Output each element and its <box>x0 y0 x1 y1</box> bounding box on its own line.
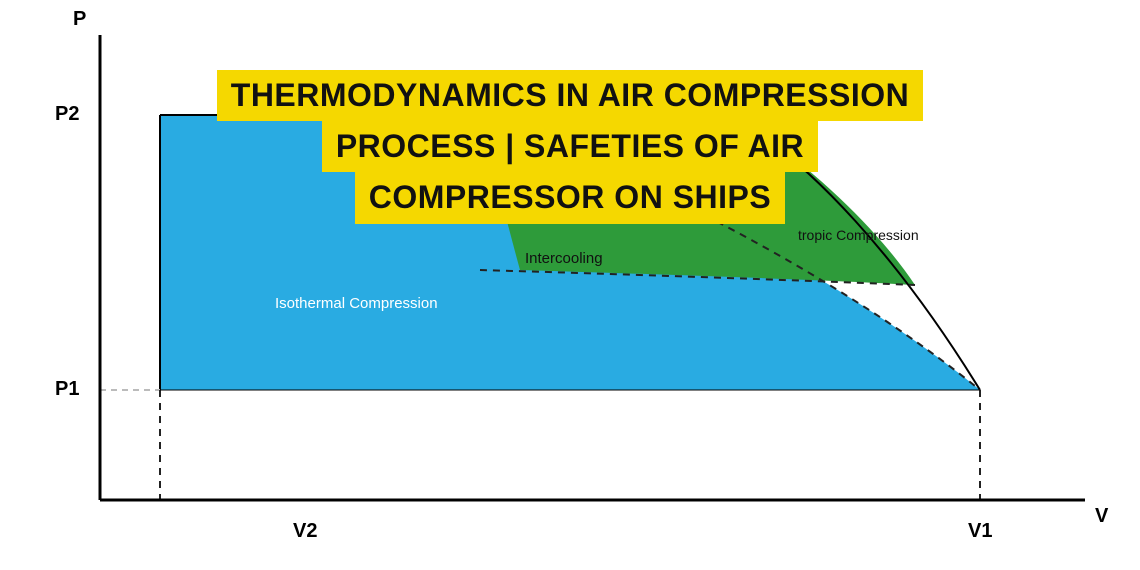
pv-diagram: P V P1 P2 V2 V1 Isothermal Compression I… <box>0 0 1140 570</box>
p1-label: P1 <box>55 378 79 401</box>
isentropic-label: tropic Compression <box>798 227 919 243</box>
title-line-1: THERMODYNAMICS IN AIR COMPRESSION <box>217 70 923 121</box>
isothermal-label: Isothermal Compression <box>275 295 438 312</box>
x-axis-label: V <box>1095 505 1108 528</box>
v2-label: V2 <box>293 520 317 543</box>
title-line-3: COMPRESSOR ON SHIPS <box>355 172 785 223</box>
intercooling-label: Intercooling <box>525 250 603 267</box>
v1-label: V1 <box>968 520 992 543</box>
title-line-2: PROCESS | SAFETIES OF AIR <box>322 121 818 172</box>
title-banner: THERMODYNAMICS IN AIR COMPRESSION PROCES… <box>0 70 1140 224</box>
y-axis-label: P <box>73 8 86 31</box>
